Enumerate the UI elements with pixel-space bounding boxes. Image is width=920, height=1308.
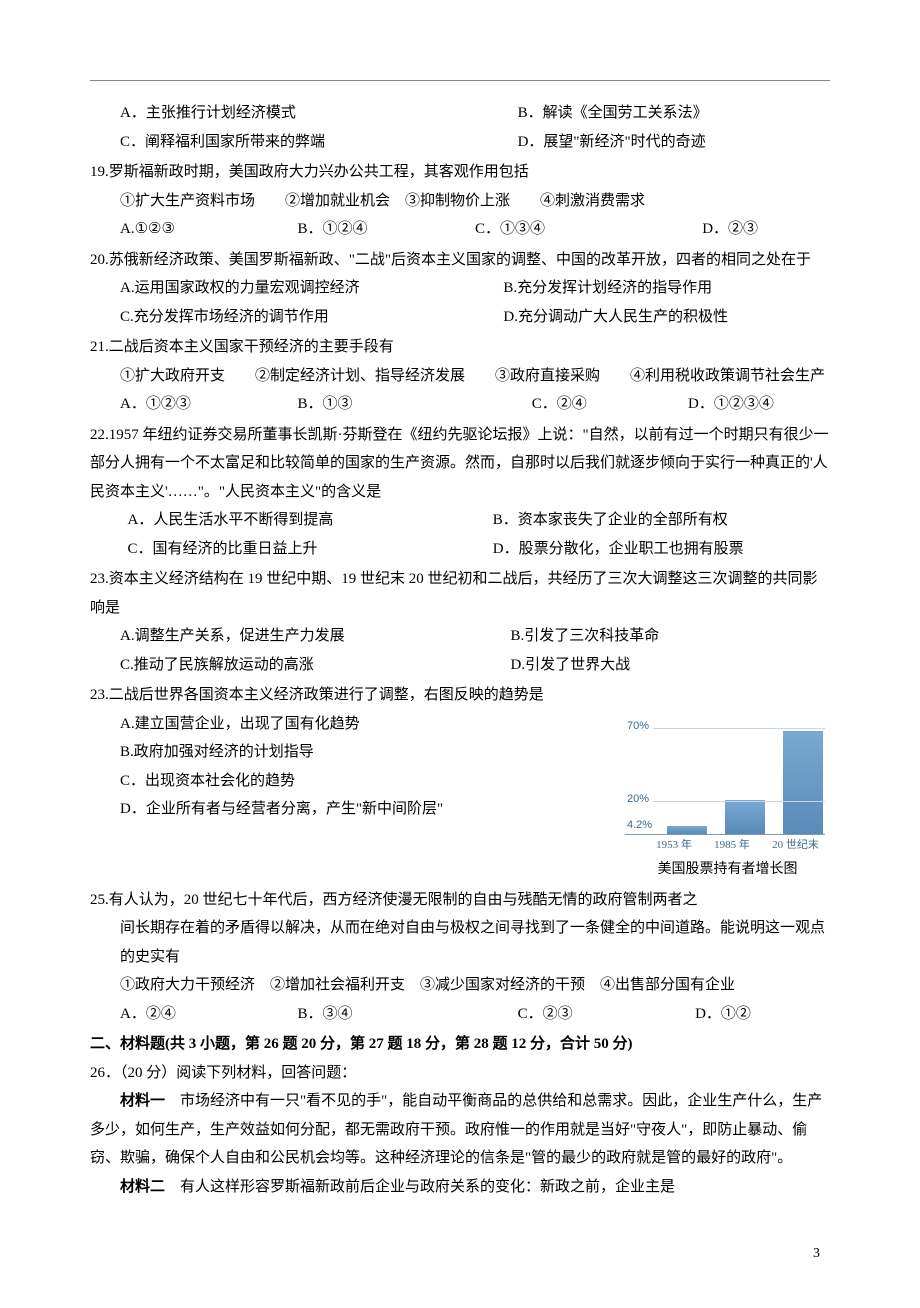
chart-caption: 美国股票持有者增长图 (625, 857, 830, 884)
q23a-opt-c: C.推动了民族解放运动的高涨 (120, 651, 511, 680)
mat2-label: 材料二 (120, 1179, 165, 1195)
q19-stem: 19.罗斯福新政时期，美国政府大力兴办公共工程，其客观作用包括 (90, 158, 830, 187)
q20-opt-a: A.运用国家政权的力量宏观调控经济 (120, 274, 503, 303)
q22-opt-a: A．人民生活水平不断得到提高 (128, 506, 493, 535)
bar-1953 (667, 826, 707, 834)
q19-opt-d: D．②③ (702, 215, 758, 244)
q18-opt-a: A．主张推行计划经济模式 (120, 99, 518, 128)
q22-opt-d: D．股票分散化，企业职工也拥有股票 (493, 535, 744, 564)
q22-stem: 22.1957 年纽约证券交易所董事长凯斯·芬斯登在《纽约先驱论坛报》上说："自… (90, 421, 830, 507)
chart-x-axis: 1953 年 1985 年 20 世纪末 (625, 835, 830, 856)
q19-opt-b: B．①②④ (298, 215, 476, 244)
q19-opt-c: C．①③④ (475, 215, 702, 244)
grid-20 (653, 801, 825, 802)
q25-stem1: 25.有人认为，20 世纪七十年代后，西方经济使漫无限制的自由与残酷无情的政府管… (90, 886, 830, 915)
xcat-1985: 1985 年 (714, 835, 750, 856)
q25-stem2: 间长期存在着的矛盾得以解决，从而在绝对自由与极权之间寻找到了一条健全的中间道路。… (90, 914, 830, 971)
q23a-stem: 23.资本主义经济结构在 19 世纪中期、19 世纪末 20 世纪初和二战后，共… (90, 565, 830, 622)
page-number: 3 (90, 1241, 830, 1268)
bar-20c (783, 731, 823, 834)
q25-enum: ①政府大力干预经济 ②增加社会福利开支 ③减少国家对经济的干预 ④出售部分国有企… (90, 971, 830, 1000)
top-rule (90, 80, 830, 81)
grid-70 (653, 728, 825, 729)
stock-holders-chart: 70% 20% 4.2% 1953 年 1985 年 20 世纪末 美国股票持有… (625, 714, 830, 884)
q21-opt-d: D．①②③④ (688, 390, 774, 419)
tick-4: 4.2% (627, 815, 652, 836)
q21-opt-a: A．①②③ (120, 390, 298, 419)
mat2-text: 有人这样形容罗斯福新政前后企业与政府关系的变化：新政之前，企业主是 (165, 1179, 675, 1195)
q21: 21.二战后资本主义国家干预经济的主要手段有 ①扩大政府开支 ②制定经济计划、指… (90, 333, 830, 419)
q25-opt-d: D．①② (695, 1000, 751, 1029)
q21-stem: 21.二战后资本主义国家干预经济的主要手段有 (90, 333, 830, 362)
q19-opt-a: A.①②③ (120, 215, 298, 244)
page-content: A．主张推行计划经济模式 B．解读《全国劳工关系法》 C．阐释福利国家所带来的弊… (0, 0, 920, 1308)
q22-opt-c: C．国有经济的比重日益上升 (128, 535, 493, 564)
q23a: 23.资本主义经济结构在 19 世纪中期、19 世纪末 20 世纪初和二战后，共… (90, 565, 830, 679)
q18-opt-d: D．展望"新经济"时代的奇迹 (518, 128, 706, 157)
mat1-text: 市场经济中有一只"看不见的手"，能自动平衡商品的总供给和总需求。因此，企业生产什… (90, 1093, 822, 1166)
q18-opt-b: B．解读《全国劳工关系法》 (518, 99, 708, 128)
q19-enum: ①扩大生产资料市场 ②增加就业机会 ③抑制物价上涨 ④刺激消费需求 (90, 187, 830, 216)
q25-opt-a: A．②④ (120, 1000, 298, 1029)
mat1-label: 材料一 (120, 1093, 165, 1109)
q20-opt-d: D.充分调动广大人民生产的积极性 (503, 303, 728, 332)
q25: 25.有人认为，20 世纪七十年代后，西方经济使漫无限制的自由与残酷无情的政府管… (90, 886, 830, 1029)
material-1: 材料一 市场经济中有一只"看不见的手"，能自动平衡商品的总供给和总需求。因此，企… (90, 1087, 830, 1173)
q25-opt-b: B．③④ (298, 1000, 518, 1029)
q20-stem: 20.苏俄新经济政策、美国罗斯福新政、"二战"后资本主义国家的调整、中国的改革开… (90, 246, 830, 275)
q23b-stem: 23.二战后世界各国资本主义经济政策进行了调整，右图反映的趋势是 (90, 681, 830, 710)
chart-plot: 70% 20% 4.2% (625, 714, 825, 835)
q26-heading: 26．（20 分）阅读下列材料，回答问题： (90, 1059, 830, 1088)
q20: 20.苏俄新经济政策、美国罗斯福新政、"二战"后资本主义国家的调整、中国的改革开… (90, 246, 830, 332)
q23b: 23.二战后世界各国资本主义经济政策进行了调整，右图反映的趋势是 70% 20%… (90, 681, 830, 884)
q18-options: A．主张推行计划经济模式 B．解读《全国劳工关系法》 C．阐释福利国家所带来的弊… (90, 99, 830, 156)
bar-1985 (725, 800, 765, 834)
q21-enum: ①扩大政府开支 ②制定经济计划、指导经济发展 ③政府直接采购 ④利用税收政策调节… (90, 362, 830, 391)
tick-70: 70% (627, 716, 649, 737)
q20-opt-b: B.充分发挥计划经济的指导作用 (503, 274, 712, 303)
q21-opt-b: B．①③ (298, 390, 532, 419)
q25-opt-c: C．②③ (518, 1000, 696, 1029)
material-2: 材料二 有人这样形容罗斯福新政前后企业与政府关系的变化：新政之前，企业主是 (90, 1173, 830, 1202)
q23a-opt-a: A.调整生产关系，促进生产力发展 (120, 622, 511, 651)
q23a-opt-d: D.引发了世界大战 (511, 651, 631, 680)
tick-20: 20% (627, 789, 649, 810)
xcat-1953: 1953 年 (656, 835, 692, 856)
q23a-opt-b: B.引发了三次科技革命 (511, 622, 660, 651)
q20-opt-c: C.充分发挥市场经济的调节作用 (120, 303, 503, 332)
q21-opt-c: C．②④ (532, 390, 688, 419)
q22-opt-b: B．资本家丧失了企业的全部所有权 (493, 506, 728, 535)
xcat-20c: 20 世纪末 (772, 835, 819, 856)
q22: 22.1957 年纽约证券交易所董事长凯斯·芬斯登在《纽约先驱论坛报》上说："自… (90, 421, 830, 564)
q18-opt-c: C．阐释福利国家所带来的弊端 (120, 128, 518, 157)
q19: 19.罗斯福新政时期，美国政府大力兴办公共工程，其客观作用包括 ①扩大生产资料市… (90, 158, 830, 244)
section2-heading: 二、材料题(共 3 小题，第 26 题 20 分，第 27 题 18 分，第 2… (90, 1030, 830, 1059)
